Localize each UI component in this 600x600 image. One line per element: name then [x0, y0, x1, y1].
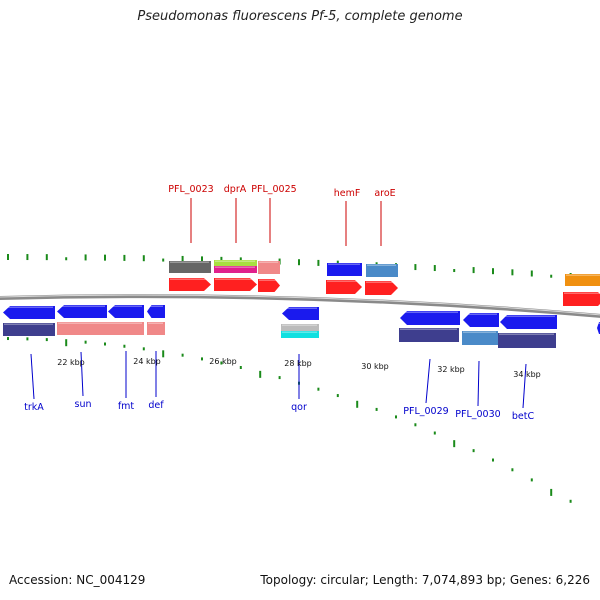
scale-label: 28 kbp — [284, 359, 312, 368]
gene-block-qor-lower — [281, 331, 319, 338]
gene-block-hemf — [327, 263, 362, 276]
gene-block-pfl-0025 — [258, 261, 280, 274]
genome-backbone-highlight — [0, 294, 600, 316]
gene-features — [3, 260, 600, 348]
cds-arrow-dpra — [214, 278, 257, 291]
leader-line — [477, 360, 480, 407]
cds-arrow-pfl-0030 — [463, 313, 499, 327]
cds-arrow-qor — [282, 307, 319, 320]
cds-arrow-pfl-0029 — [400, 311, 460, 325]
scale-label: 24 kbp — [133, 357, 161, 366]
leader-line — [425, 358, 431, 404]
top-tick-marks — [7, 254, 572, 279]
gene-label-bottom: def — [148, 400, 164, 411]
gene-label-bottom: PFL_0029 — [403, 406, 448, 417]
gene-label-bottom: sun — [75, 399, 92, 410]
cds-arrow-fmt — [108, 305, 144, 318]
label-leader-lines — [30, 198, 527, 409]
leader-line — [522, 363, 527, 409]
cds-arrow-betc — [500, 315, 557, 329]
leader-line — [30, 353, 35, 400]
gene-block-pfl-0030 — [462, 331, 498, 345]
gene-block-dpra-upper — [214, 260, 257, 266]
cds-arrow-trka — [3, 306, 55, 319]
scale-label: 34 kbp — [513, 370, 541, 379]
gene-block-right-edge-orange — [565, 274, 600, 286]
gene-label-top: PFL_0025 — [251, 184, 296, 195]
cds-arrow-pfl-0025 — [258, 279, 280, 292]
cds-arrow-pfl-0023 — [169, 278, 211, 291]
scale-labels: 22 kbp 24 kbp 26 kbp 28 kbp 30 kbp 32 kbp 34 k… — [57, 357, 541, 379]
cds-arrow-right-edge-bottom — [597, 322, 600, 334]
cds-arrow-hemf — [326, 280, 362, 294]
gene-block-aroe — [366, 264, 398, 277]
cds-arrow-right-edge — [563, 292, 600, 306]
gene-block-betc — [498, 333, 556, 348]
map-title: Pseudomonas fluorescens Pf-5, complete g… — [137, 9, 463, 24]
gene-block-pfl-0029 — [399, 328, 459, 342]
gene-label-bottom: fmt — [118, 401, 135, 412]
gene-block-trka — [3, 323, 55, 336]
leader-line — [80, 351, 84, 397]
gene-label-top: aroE — [374, 188, 395, 199]
gene-label-top: PFL_0023 — [168, 184, 213, 195]
scale-label: 32 kbp — [437, 365, 465, 374]
genome-summary-text: Topology: circular; Length: 7,074,893 bp… — [260, 573, 590, 587]
gene-label-bottom: trkA — [24, 402, 44, 413]
genome-backbone — [0, 294, 600, 318]
gene-label-top: dprA — [224, 184, 247, 195]
gene-label-bottom: qor — [291, 402, 307, 413]
accession-text: Accession: NC_004129 — [9, 573, 146, 587]
gene-block-dpra-lower — [214, 266, 257, 273]
scale-label: 26 kbp — [209, 357, 237, 366]
gene-block-pfl-0023 — [169, 261, 211, 273]
cds-arrow-def — [147, 305, 165, 318]
scale-label: 22 kbp — [57, 358, 85, 367]
gene-labels: PFL_0023 dprA PFL_0025 hemF aroE trkA sun fmt de… — [24, 184, 534, 422]
cds-arrow-aroe — [365, 281, 398, 295]
gene-block-def — [147, 322, 165, 335]
gene-label-bottom: PFL_0030 — [455, 409, 500, 420]
cds-arrow-sun — [57, 305, 107, 318]
gene-block-qor-upper — [281, 324, 319, 331]
gene-label-top: hemF — [334, 188, 361, 199]
scale-label: 30 kbp — [361, 362, 389, 371]
gene-block-sun-fmt — [57, 322, 144, 335]
gene-label-bottom: betC — [512, 411, 535, 422]
